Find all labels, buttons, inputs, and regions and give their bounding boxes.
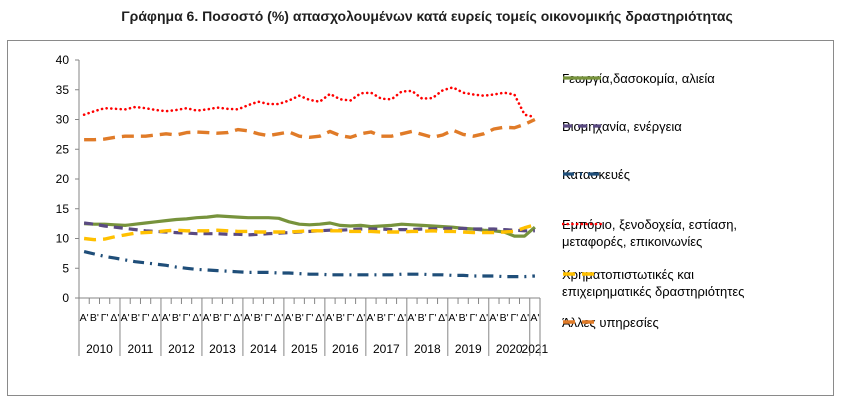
quarter-label: Β' — [418, 312, 427, 324]
quarter-label: Δ' — [438, 312, 447, 324]
y-tick-label: 35 — [56, 83, 70, 97]
y-tick-label: 40 — [56, 53, 70, 67]
quarter-label: Α' — [80, 312, 89, 324]
quarter-label: Α' — [325, 312, 334, 324]
quarter-label: Δ' — [356, 312, 365, 324]
quarter-label: Α' — [407, 312, 416, 324]
quarter-label: Β' — [254, 312, 263, 324]
legend-swatch — [563, 320, 601, 324]
quarter-label: Δ' — [315, 312, 324, 324]
quarter-label: Δ' — [479, 312, 488, 324]
year-label: 2012 — [168, 342, 195, 356]
legend-swatch — [563, 76, 601, 80]
year-label: 2019 — [455, 342, 482, 356]
quarter-label: Α' — [366, 312, 375, 324]
year-label: 2014 — [250, 342, 277, 356]
series-line-2 — [83, 221, 535, 237]
quarter-label: Β' — [295, 312, 304, 324]
year-label: 2021 — [522, 342, 549, 356]
quarter-label: Γ' — [142, 312, 150, 324]
quarter-label: Γ' — [510, 312, 518, 324]
y-tick-label: 0 — [62, 291, 69, 305]
legend-item-5: Χρηματοπιστωτικές και επιχειρηματικές δρ… — [562, 266, 777, 300]
year-label: 2015 — [291, 342, 318, 356]
quarter-label: Γ' — [183, 312, 191, 324]
quarter-label: Γ' — [347, 312, 355, 324]
series-line-3 — [83, 250, 535, 279]
quarter-label: Γ' — [224, 312, 232, 324]
quarter-label: Δ' — [110, 312, 119, 324]
year-label: 2011 — [128, 342, 154, 356]
legend-item-1: Γεωργία,δασοκομία, αλιεία — [562, 70, 777, 87]
legend-swatch — [563, 172, 601, 176]
chart-frame — [7, 40, 834, 396]
year-label: 2017 — [373, 342, 400, 356]
year-label: 2010 — [86, 342, 113, 356]
legend-swatch — [562, 222, 602, 226]
legend-item-3: Κατασκευές — [562, 166, 777, 183]
quarter-label: Γ' — [101, 312, 109, 324]
legend-label: Εμπόριο, ξενοδοχεία, εστίαση, μεταφορές,… — [562, 217, 738, 249]
quarter-label: Α' — [203, 312, 212, 324]
legend-swatch — [563, 272, 601, 276]
quarter-label: Α' — [162, 312, 171, 324]
legend-label: Γεωργία,δασοκομία, αλιεία — [562, 71, 715, 86]
legend-item-4: Εμπόριο, ξενοδοχεία, εστίαση, μεταφορές,… — [562, 216, 777, 250]
year-label: 2020 — [496, 342, 523, 356]
quarter-label: Β' — [336, 312, 345, 324]
year-label: 2018 — [414, 342, 441, 356]
quarter-label: Γ' — [429, 312, 437, 324]
quarter-label: Β' — [500, 312, 509, 324]
y-tick-label: 5 — [62, 261, 69, 275]
quarter-label: Α' — [530, 312, 539, 324]
quarter-label: Γ' — [265, 312, 273, 324]
quarter-label: Α' — [121, 312, 130, 324]
legend-label: Χρηματοπιστωτικές και επιχειρηματικές δρ… — [562, 267, 745, 299]
year-label: 2016 — [332, 342, 359, 356]
legend-item-2: Βιομηχανία, ενέργεια — [562, 118, 777, 135]
quarter-label: Δ' — [192, 312, 201, 324]
quarter-label: Γ' — [306, 312, 314, 324]
quarter-label: Δ' — [397, 312, 406, 324]
y-tick-label: 25 — [56, 142, 70, 156]
quarter-label: Γ' — [388, 312, 396, 324]
quarter-label: Β' — [459, 312, 468, 324]
quarter-label: Α' — [489, 312, 498, 324]
legend-swatch — [563, 124, 601, 128]
quarter-label: Β' — [213, 312, 222, 324]
legend-label: Άλλες υπηρεσίες — [562, 315, 659, 330]
quarter-label: Β' — [172, 312, 181, 324]
series-line-4 — [82, 86, 537, 119]
y-tick-label: 15 — [56, 202, 70, 216]
quarter-label: Γ' — [470, 312, 478, 324]
series-line-6 — [84, 117, 536, 142]
legend-item-6: Άλλες υπηρεσίες — [562, 314, 777, 331]
quarter-label: Α' — [244, 312, 253, 324]
chart-title: Γράφημα 6. Ποσοστό (%) απασχολουμένων κα… — [121, 8, 733, 24]
quarter-label: Δ' — [274, 312, 283, 324]
quarter-label: Δ' — [520, 312, 529, 324]
quarter-label: Β' — [131, 312, 140, 324]
year-label: 2013 — [209, 342, 236, 356]
quarter-label: Δ' — [233, 312, 242, 324]
y-tick-label: 10 — [56, 232, 70, 246]
quarter-label: Β' — [377, 312, 386, 324]
legend-label: Βιομηχανία, ενέργεια — [562, 119, 682, 134]
y-tick-label: 30 — [56, 113, 70, 127]
y-tick-label: 20 — [56, 172, 70, 186]
quarter-label: Β' — [90, 312, 99, 324]
quarter-label: Α' — [448, 312, 457, 324]
quarter-label: Α' — [285, 312, 294, 324]
quarter-label: Δ' — [151, 312, 160, 324]
